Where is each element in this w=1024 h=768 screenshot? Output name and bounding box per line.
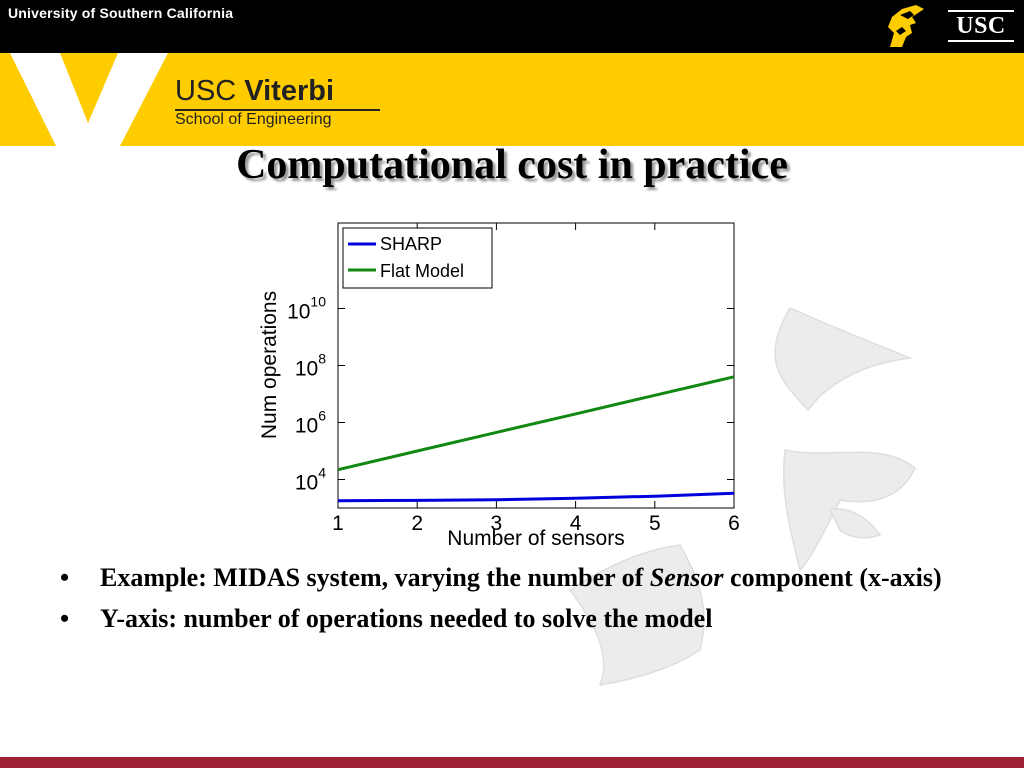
x-tick-label: 4 [570,512,582,535]
v-logo-icon [10,53,168,146]
series-lines [337,375,735,503]
bullet-emphasis: Sensor [649,563,724,592]
bullet-marker: • [60,563,70,592]
viterbi-prefix: USC [175,75,245,107]
legend-label-sharp: SHARP [380,234,442,254]
bullet-text-after: component (x-axis) [723,563,942,592]
footer-bar [0,757,1024,768]
legend-box [342,227,493,289]
viterbi-name: Viterbi [244,75,335,107]
legend-label-flat-model: Flat Model [380,261,464,281]
y-tick-base: 10 [287,301,310,324]
bullet-item: • Example: MIDAS system, varying the num… [60,562,980,593]
x-tick-label: 6 [728,512,740,535]
viterbi-wordmark: USC Viterbi [175,75,334,107]
brand-band: USC Viterbi School of Engineering [0,53,1024,146]
y-tick-label: 108 [295,351,326,381]
y-tick-label: 1010 [287,294,326,324]
y-axis-label: Num operations [258,291,281,439]
school-name: School of Engineering [175,111,332,128]
y-tick-exponent: 10 [310,294,326,310]
bullet-list: • Example: MIDAS system, varying the num… [60,562,980,644]
trojan-watermark-icon [568,307,916,686]
x-tick-label: 3 [491,512,503,535]
series-line-flat-model [337,375,735,472]
y-tick-exponent: 8 [318,351,326,367]
trojan-head-icon [888,5,924,47]
y-tick-base: 10 [295,472,318,495]
wordmark-rule [175,109,380,111]
x-tick-label: 1 [332,512,344,535]
slide-title: Computational cost in practice [236,142,788,188]
bullet-text: Y-axis: number of operations needed to s… [100,604,713,633]
bullet-text: Example: MIDAS system, varying the numbe… [100,563,650,592]
bullet-item: • Y-axis: number of operations needed to… [60,603,980,634]
y-tick-base: 10 [295,358,318,381]
y-tick-base: 10 [295,415,318,438]
legend: SHARP Flat Model [342,227,493,289]
x-axis-label: Number of sensors [447,527,624,550]
y-tick-exponent: 6 [318,408,326,424]
top-bar: University of Southern California USC [0,0,1024,53]
x-tick-label: 2 [411,512,423,535]
series-line-sharp [337,491,735,503]
y-tick-label: 106 [295,408,326,438]
usc-logo: USC [948,10,1014,42]
y-tick-exponent: 4 [318,465,326,481]
x-ticks: 1 2 3 4 5 6 [332,223,740,535]
x-tick-label: 5 [649,512,661,535]
university-name: University of Southern California [8,5,234,21]
y-tick-label: 104 [295,465,326,495]
bullet-marker: • [60,604,70,633]
